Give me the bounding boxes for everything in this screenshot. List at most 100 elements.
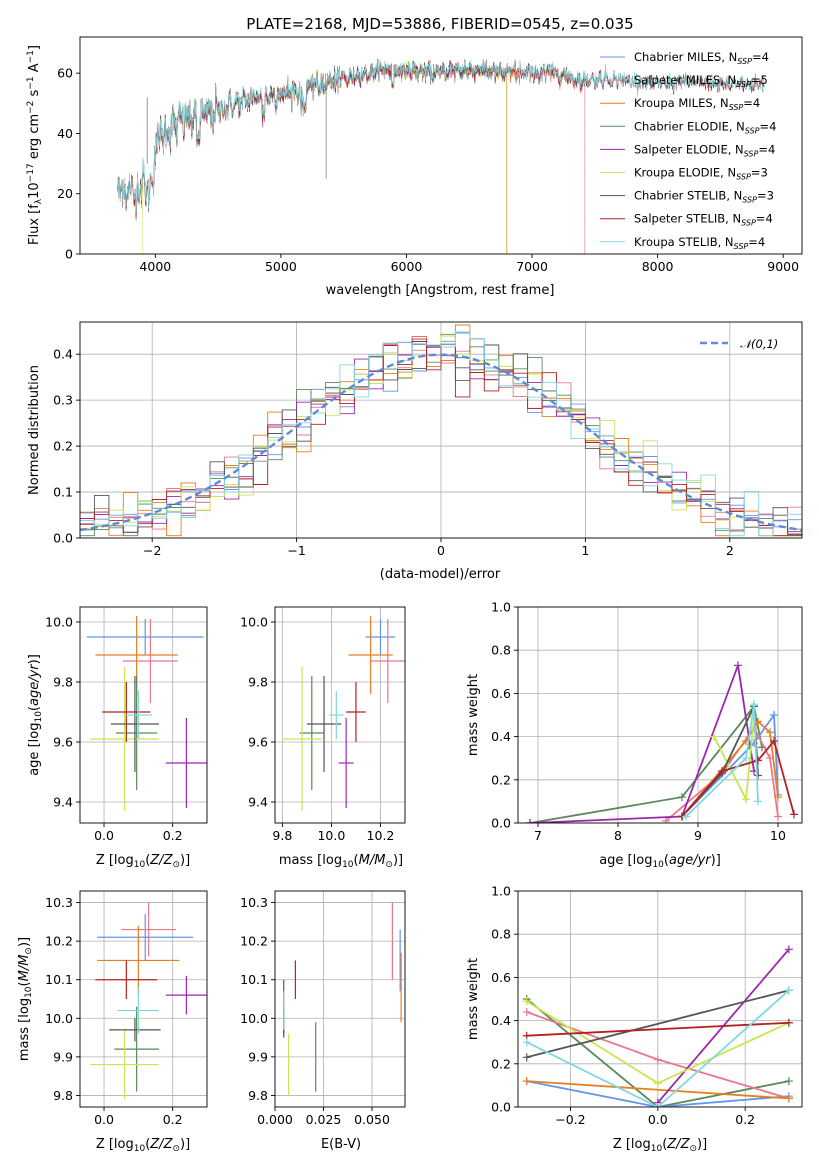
legend-entry-nssp: 4	[762, 50, 769, 64]
legend-entry: Salpeter STELIB, NSSP=4	[634, 212, 773, 228]
legend-entry: Chabrier MILES, NSSP=4	[634, 50, 769, 66]
mass-vs-z-ytick-label: 9.8	[53, 1088, 73, 1103]
residuals-ytick-label: 0.2	[53, 439, 73, 454]
age-vs-z-axes: 0.0 0.2 9.4 9.6 9.8 10.0 Z [log10(Z/Z⊙)] age [l…	[27, 606, 208, 870]
age-vs-z-frame	[79, 606, 208, 824]
age-vs-mass-ytick-label: 9.6	[248, 735, 268, 750]
age-vs-mass-xtick-label: 9.8	[272, 828, 292, 843]
spectrum-ytick-label: 0	[65, 247, 73, 262]
legend-entry: Salpeter MILES, NSSP=5	[634, 73, 768, 89]
legend-entry-name: Kroupa STELIB	[634, 235, 718, 249]
weight-point-marker	[754, 797, 762, 806]
weight-point-marker	[522, 1038, 531, 1047]
weight-vs-z-ylabel: mass weight	[466, 958, 481, 1040]
weight-point-marker	[774, 812, 782, 821]
mass-vs-ebv-axes: 0.000 0.025 0.050 9.8 9.9 10.0 10.1 10.2 10.3 E(B…	[240, 890, 406, 1152]
legend-entry: Kroupa MILES, NSSP=4	[634, 96, 760, 112]
legend-entry: Kroupa ELODIE, NSSP=3	[634, 166, 768, 182]
age-vs-mass-xlabel: mass [log10(M/M⊙)]	[279, 853, 403, 870]
weight-point-marker	[718, 767, 726, 776]
mass-vs-z-xtick-label: 0.2	[163, 1112, 183, 1127]
weight-vs-z-xtick-label: 0.2	[735, 1112, 755, 1127]
age-vs-mass-ytick-label: 9.4	[248, 795, 268, 810]
weight-vs-z-axes: −0.2 0.0 0.2 0.0 0.2 0.4 0.6 0.8 1.0 Z [log10(Z/Z…	[466, 884, 803, 1154]
weight-series-line	[526, 989, 790, 1107]
mass-vs-z-ytick-label: 9.9	[53, 1049, 73, 1064]
weight-vs-age-xtick-label: 8	[614, 828, 622, 843]
mass-vs-ebv-xtick-label: 0.000	[257, 1112, 293, 1127]
weight-vs-age-xlabel: age [log10(age/yr)]	[599, 853, 721, 870]
residuals-axes: −2 −1 0 1 2 0.0 0.1 0.2 0.3 0.4 (data-model)/error…	[27, 321, 803, 582]
weight-point-marker	[653, 1055, 662, 1064]
mass-vs-ebv-plot	[275, 891, 405, 1107]
legend-entry-name: Chabrier STELIB	[634, 189, 726, 203]
weight-point-marker	[766, 728, 774, 737]
weight-vs-age-ytick-label: 0.8	[491, 643, 511, 658]
spectrum-series-line	[117, 61, 586, 218]
legend-entry-nssp: 4	[758, 235, 765, 249]
legend-entry-nssp: 4	[753, 96, 760, 110]
mass-vs-ebv-xtick-label: 0.050	[354, 1112, 390, 1127]
mass-vs-z-axes: 0.0 0.2 9.8 9.9 10.0 10.1 10.2 10.3 Z [log10(Z/Z…	[17, 890, 208, 1154]
weight-series-line	[681, 712, 779, 818]
weight-vs-age-xtick-label: 9	[694, 828, 702, 843]
weight-vs-age-plot	[518, 607, 802, 823]
weight-point-marker	[750, 700, 758, 709]
residuals-ylabel: Normed distribution	[27, 365, 42, 495]
weight-point-marker	[754, 756, 762, 765]
spectrum-xtick-label: 5000	[265, 259, 297, 274]
residuals-xtick-label: 1	[581, 543, 589, 558]
spectrum-xtick-label: 6000	[391, 259, 423, 274]
weight-vs-age-xtick-label: 7	[534, 828, 542, 843]
weight-point-marker	[522, 997, 531, 1006]
residuals-ytick-label: 0.3	[53, 393, 73, 408]
spectrum-series-line	[117, 59, 586, 221]
residuals-xtick-label: 2	[726, 543, 734, 558]
spectrum-series-line	[117, 58, 765, 213]
legend-entry-name: Kroupa ELODIE	[634, 166, 720, 180]
weight-point-marker	[742, 795, 750, 804]
weight-vs-z-ytick-label: 0.0	[491, 1100, 511, 1115]
mass-vs-ebv-xtick-label: 0.025	[306, 1112, 342, 1127]
spectrum-plot	[117, 58, 765, 254]
age-vs-z-ytick-label: 9.6	[53, 735, 73, 750]
weight-point-marker	[754, 771, 762, 780]
residuals-xtick-label: −1	[287, 543, 305, 558]
weight-point-marker	[742, 754, 750, 763]
spectrum-ytick-label: 20	[57, 186, 73, 201]
weight-point-marker	[784, 1077, 793, 1086]
weight-series-line	[526, 1080, 789, 1100]
spectrum-xlabel: wavelength [Angstrom, rest frame]	[326, 283, 555, 298]
spectrum-ytick-label: 60	[57, 66, 73, 81]
mass-vs-ebv-ytick-label: 9.8	[248, 1088, 268, 1103]
legend-entry-nssp: 4	[765, 212, 772, 226]
weight-vs-z-ytick-label: 0.8	[491, 927, 511, 942]
weight-vs-age-ylabel: mass weight	[466, 674, 481, 756]
weight-point-marker	[784, 1094, 793, 1103]
weight-point-marker	[522, 1053, 531, 1062]
residuals-xtick-label: 0	[437, 543, 445, 558]
age-vs-mass-plot	[275, 607, 405, 823]
weight-vs-age-xtick-label: 10	[770, 828, 786, 843]
spectrum-axes: 4000 5000 6000 7000 8000 9000 0 20 40 60 wavelengt…	[26, 36, 803, 298]
mass-vs-z-ytick-label: 10.1	[45, 972, 73, 987]
weight-point-marker	[784, 986, 793, 995]
residuals-ytick-label: 0.4	[53, 347, 73, 362]
legend-entry-nssp: 4	[768, 142, 775, 156]
weight-point-marker	[653, 1079, 662, 1088]
weight-point-marker	[662, 816, 670, 823]
weight-series-line	[526, 1080, 789, 1107]
age-vs-z-ytick-label: 10.0	[45, 615, 73, 630]
spectrum-ylabel: Flux [fλ10−17 erg cm−2 s−1 A−1]	[26, 45, 44, 245]
figure-title: PLATE=2168, MJD=53886, FIBERID=0545, z=0…	[246, 15, 633, 33]
residuals-xlabel: (data-model)/error	[380, 567, 501, 582]
mass-vs-z-ytick-label: 10.3	[45, 895, 73, 910]
weight-point-marker	[522, 1007, 531, 1016]
legend-entry: Chabrier ELODIE, NSSP=4	[634, 119, 776, 135]
weight-point-marker	[770, 736, 778, 745]
spectrum-spike	[146, 88, 327, 179]
legend-entry-name: Salpeter STELIB	[634, 212, 725, 226]
weight-vs-age-ytick-label: 0.4	[491, 729, 511, 744]
weight-vs-z-ytick-label: 1.0	[491, 884, 511, 899]
age-vs-mass-xtick-label: 10.2	[367, 828, 395, 843]
